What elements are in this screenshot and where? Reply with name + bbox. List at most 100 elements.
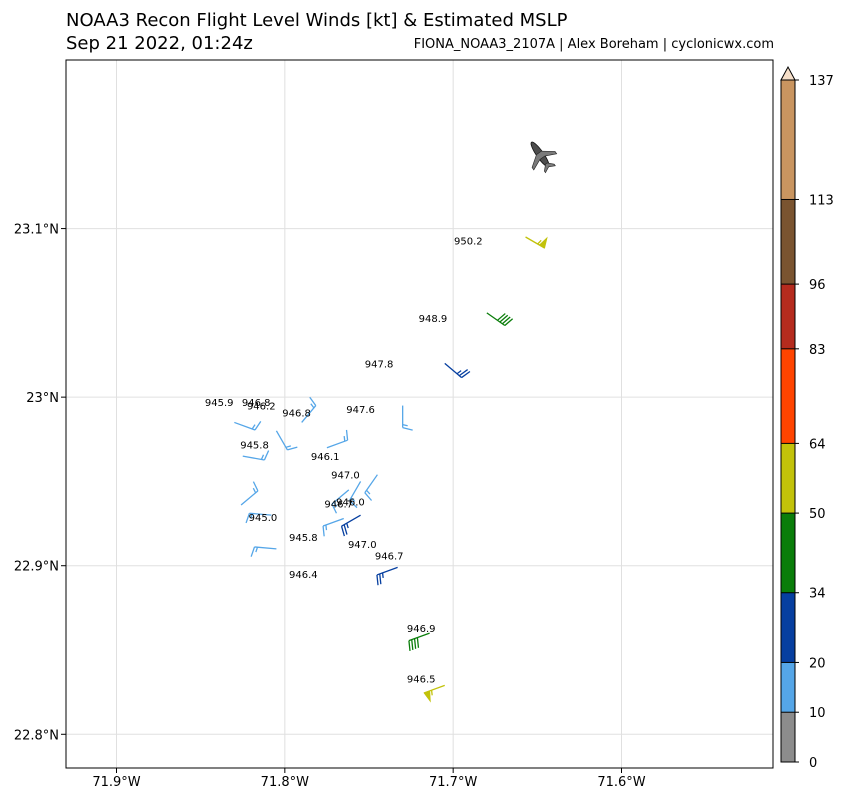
barb-full bbox=[250, 546, 256, 557]
wind-barb bbox=[326, 429, 349, 449]
colorbar-segment bbox=[781, 199, 795, 285]
mslp-label: 946.9 bbox=[407, 624, 436, 635]
barb-staff bbox=[275, 430, 288, 451]
x-axis-ticks: 71.9°W 71.8°W 71.7°W 71.6°W bbox=[92, 768, 646, 790]
barb-half bbox=[333, 501, 338, 507]
barb-staff bbox=[341, 514, 361, 527]
barb-staff bbox=[486, 312, 506, 327]
barb-half bbox=[456, 370, 462, 375]
colorbar-tick-label: 0 bbox=[809, 756, 817, 771]
mslp-label: 946.4 bbox=[289, 570, 318, 581]
barb-full bbox=[345, 429, 349, 441]
mslp-label: 950.2 bbox=[454, 236, 483, 247]
colorbar-tick-label: 34 bbox=[809, 587, 826, 602]
barb-staff bbox=[326, 439, 348, 449]
barb-full bbox=[408, 640, 411, 651]
colorbar-tick-label: 96 bbox=[809, 278, 826, 293]
barb-staff bbox=[408, 632, 430, 642]
wind-barb bbox=[486, 312, 514, 327]
colorbar-tick-label: 64 bbox=[809, 437, 826, 452]
barb-full bbox=[504, 318, 514, 326]
wind-barb bbox=[245, 512, 272, 524]
barb-full bbox=[499, 314, 509, 323]
barb-staff bbox=[234, 421, 256, 431]
barb-full bbox=[413, 638, 417, 649]
wind-barb bbox=[340, 514, 361, 537]
wind-barb bbox=[364, 474, 378, 501]
barb-full bbox=[379, 573, 382, 585]
chart-credit: FIONA_NOAA3_2107A | Alex Boreham | cyclo… bbox=[413, 37, 774, 52]
barb-staff bbox=[242, 455, 265, 461]
wind-barb bbox=[234, 421, 262, 431]
colorbar-segment bbox=[781, 513, 795, 593]
barb-full bbox=[331, 503, 338, 514]
barb-full bbox=[411, 639, 414, 650]
barb-half bbox=[252, 487, 257, 494]
wind-barbs bbox=[234, 236, 548, 703]
colorbar-segment bbox=[781, 284, 795, 349]
barb-staff bbox=[301, 405, 317, 423]
barb-full bbox=[364, 492, 373, 501]
mslp-label: 947.0 bbox=[331, 471, 360, 482]
barb-full bbox=[497, 313, 506, 321]
barb-half bbox=[343, 436, 346, 442]
barb-full bbox=[501, 316, 511, 325]
barb-half bbox=[350, 497, 356, 502]
colorbar: 0 10 20 34 50 64 83 96 113 137 bbox=[780, 65, 834, 771]
mslp-label: 947.6 bbox=[346, 405, 375, 416]
colorbar-segment bbox=[781, 348, 795, 444]
mslp-label: 946.8 bbox=[242, 398, 271, 409]
barb-staff bbox=[254, 546, 277, 550]
barb-half bbox=[260, 454, 265, 460]
y-tick-label: 23°N bbox=[26, 391, 59, 406]
colorbar-segment bbox=[781, 80, 795, 200]
aircraft-shape bbox=[530, 141, 558, 174]
barb-full bbox=[309, 396, 317, 406]
barb-full bbox=[252, 481, 259, 492]
barb-full bbox=[416, 637, 420, 648]
barb-pennant bbox=[423, 690, 431, 703]
mslp-label: 947.0 bbox=[348, 540, 377, 551]
wind-barb bbox=[250, 546, 277, 557]
barb-full bbox=[461, 370, 471, 379]
x-tick-label: 71.8°W bbox=[261, 775, 309, 790]
barb-half bbox=[325, 524, 328, 531]
colorbar-tick-label: 50 bbox=[809, 507, 826, 522]
barb-half bbox=[402, 423, 408, 427]
barb-half bbox=[285, 445, 292, 448]
mslp-label: 946.7 bbox=[324, 499, 353, 510]
barb-half bbox=[310, 403, 315, 409]
y-tick-label: 22.8°N bbox=[14, 728, 59, 743]
barb-full bbox=[376, 574, 379, 586]
gridlines bbox=[66, 60, 773, 768]
y-tick-label: 23.1°N bbox=[14, 223, 59, 238]
wind-barb bbox=[408, 632, 430, 651]
colorbar-tick-label: 83 bbox=[809, 343, 826, 358]
barb-full bbox=[340, 525, 345, 537]
barb-full bbox=[287, 446, 298, 451]
barb-staff bbox=[349, 481, 362, 501]
y-axis-ticks: 23.1°N 23°N 22.9°N 22.8°N bbox=[14, 223, 66, 743]
colorbar-tick-label: 10 bbox=[809, 706, 826, 721]
mslp-label: 946.8 bbox=[282, 408, 311, 419]
wind-barb bbox=[376, 566, 398, 586]
colorbar-segment bbox=[781, 592, 795, 663]
barb-staff bbox=[331, 489, 350, 505]
chart-title: NOAA3 Recon Flight Level Winds [kt] & Es… bbox=[66, 10, 568, 31]
barb-half bbox=[346, 522, 349, 529]
barb-staff bbox=[364, 474, 378, 494]
aircraft-icon bbox=[530, 141, 558, 174]
x-tick-label: 71.6°W bbox=[597, 775, 645, 790]
barb-staff bbox=[322, 517, 344, 527]
wind-barb bbox=[322, 517, 344, 537]
wind-barb bbox=[275, 430, 298, 451]
barb-staff bbox=[249, 512, 272, 516]
barb-staff bbox=[376, 566, 398, 576]
colorbar-tick-label: 20 bbox=[809, 656, 826, 671]
wind-barb bbox=[402, 405, 413, 431]
colorbar-extend-arrow bbox=[780, 65, 796, 81]
barb-full bbox=[349, 500, 358, 509]
mslp-label: 945.0 bbox=[249, 513, 278, 524]
